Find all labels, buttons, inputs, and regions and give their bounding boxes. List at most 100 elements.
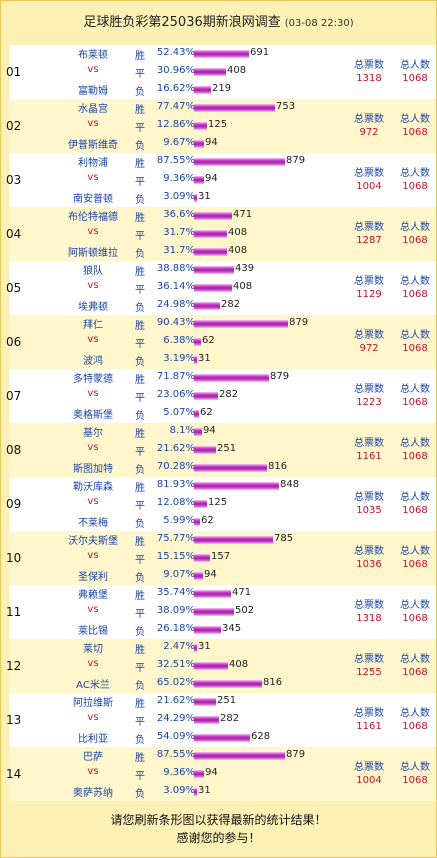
result-count: 408 — [228, 245, 248, 256]
away-team[interactable]: 圣保利 — [78, 572, 108, 583]
result-label: 胜 — [135, 105, 145, 116]
home-team[interactable]: 拜仁 — [83, 320, 103, 331]
home-team[interactable]: 勒沃库森 — [73, 482, 113, 493]
total-votes-label: 总票数 — [354, 276, 384, 287]
result-bar — [194, 464, 267, 472]
result-bar — [194, 428, 202, 436]
result-label: 平 — [135, 501, 145, 512]
match-row: 13 阿拉维斯 vs 比利亚 胜 21.62% 251 平 24.29% 282 负 54.09% 62… — [6, 693, 436, 747]
result-count: 62 — [201, 515, 214, 526]
home-team[interactable]: 利物浦 — [78, 158, 108, 169]
result-percent: 75.77% — [156, 533, 195, 544]
home-team[interactable]: 阿拉维斯 — [73, 698, 113, 709]
away-team[interactable]: 斯图加特 — [73, 464, 113, 475]
result-label: 胜 — [135, 375, 145, 386]
result-percent: 52.43% — [156, 47, 195, 58]
match-row: 01 布莱顿 vs 富勒姆 胜 52.43% 691 平 30.96% 408 负 16.62% 219… — [6, 45, 436, 99]
total-votes-stat: 总票数 972 — [349, 329, 389, 355]
vs-label: vs — [87, 496, 99, 507]
total-votes-value: 1255 — [356, 667, 382, 678]
result-label: 胜 — [135, 321, 145, 332]
result-bar — [194, 374, 269, 382]
home-team[interactable]: 布莱顿 — [78, 50, 108, 61]
total-people-stat: 总人数 1068 — [395, 599, 435, 625]
result-percent: 3.09% — [163, 191, 195, 202]
result-bar — [194, 158, 285, 166]
result-label: 胜 — [135, 537, 145, 548]
result-bar — [194, 446, 216, 454]
away-team[interactable]: AC米兰 — [76, 680, 110, 691]
match-row: 03 利物浦 vs 南安普顿 胜 87.55% 879 平 9.36% 94 负 3.09% 31 总… — [6, 153, 436, 207]
total-people-label: 总人数 — [400, 168, 430, 179]
result-label: 负 — [135, 789, 145, 800]
result-label: 胜 — [135, 51, 145, 62]
away-team[interactable]: 莱比锡 — [78, 626, 108, 637]
away-team[interactable]: 富勒姆 — [78, 86, 108, 97]
home-team[interactable]: 巴萨 — [83, 752, 103, 763]
home-team[interactable]: 弗赖堡 — [78, 590, 108, 601]
total-people-label: 总人数 — [400, 600, 430, 611]
away-team[interactable]: 奥萨苏纳 — [73, 788, 113, 799]
match-number: 14 — [6, 767, 22, 781]
total-people-stat: 总人数 1068 — [395, 167, 435, 193]
home-team[interactable]: 多特蒙德 — [73, 374, 113, 385]
result-count: 94 — [205, 767, 218, 778]
result-percent: 36.14% — [156, 281, 195, 292]
match-row: 14 巴萨 vs 奥萨苏纳 胜 87.55% 879 平 9.36% 94 负 3.09% 31 总票… — [6, 747, 436, 801]
result-count: 879 — [286, 155, 306, 166]
total-votes-stat: 总票数 1287 — [349, 221, 389, 247]
result-label: 负 — [135, 519, 145, 530]
total-votes-label: 总票数 — [354, 384, 384, 395]
result-bar — [194, 284, 232, 292]
away-team[interactable]: 不莱梅 — [78, 518, 108, 529]
result-count: 502 — [235, 605, 255, 616]
away-team[interactable]: 埃弗顿 — [78, 302, 108, 313]
home-team[interactable]: 沃尔夫斯堡 — [68, 536, 118, 547]
result-percent: 12.86% — [156, 119, 195, 130]
total-people-label: 总人数 — [400, 60, 430, 71]
result-percent: 87.55% — [156, 749, 195, 760]
match-row: 09 勒沃库森 vs 不莱梅 胜 81.93% 848 平 12.08% 125 负 5.99% 62… — [6, 477, 436, 531]
total-people-stat: 总人数 1068 — [395, 491, 435, 517]
result-count: 471 — [233, 209, 253, 220]
away-team[interactable]: 波鸿 — [83, 356, 103, 367]
result-percent: 71.87% — [156, 371, 195, 382]
away-team[interactable]: 南安普顿 — [73, 194, 113, 205]
match-number: 10 — [6, 551, 22, 565]
result-bar — [194, 734, 250, 742]
away-team[interactable]: 阿斯顿维拉 — [68, 248, 118, 259]
away-team[interactable]: 比利亚 — [78, 734, 108, 745]
result-percent: 36.6% — [163, 209, 195, 220]
result-label: 负 — [135, 141, 145, 152]
result-bar — [194, 698, 216, 706]
result-percent: 31.7% — [163, 227, 195, 238]
result-count: 628 — [251, 731, 271, 742]
result-percent: 5.99% — [163, 515, 195, 526]
result-percent: 9.36% — [163, 173, 195, 184]
match-number: 09 — [6, 497, 22, 511]
result-bar — [194, 608, 234, 616]
match-number: 05 — [6, 281, 22, 295]
result-percent: 31.7% — [163, 245, 195, 256]
result-label: 负 — [135, 681, 145, 692]
home-team[interactable]: 布伦特福德 — [68, 212, 118, 223]
result-bar — [194, 500, 207, 508]
result-bar — [194, 140, 204, 148]
result-bar — [194, 644, 197, 652]
home-team[interactable]: 水晶宫 — [78, 104, 108, 115]
away-team[interactable]: 奥格斯堡 — [73, 410, 113, 421]
result-percent: 9.07% — [163, 569, 195, 580]
total-people-value: 1068 — [402, 505, 428, 516]
home-team[interactable]: 莱切 — [83, 644, 103, 655]
away-team[interactable]: 伊普斯维奇 — [68, 140, 118, 151]
match-list: 01 布莱顿 vs 富勒姆胜 52.43% 691 平 30.96% 408 负 16.62% 219… — [6, 45, 436, 801]
home-team[interactable]: 基尔 — [83, 428, 103, 439]
total-votes-label: 总票数 — [354, 438, 384, 449]
result-label: 胜 — [135, 159, 145, 170]
total-people-stat: 总人数 1068 — [395, 221, 435, 247]
total-people-stat: 总人数 1068 — [395, 113, 435, 139]
result-count: 816 — [263, 677, 283, 688]
home-team[interactable]: 狼队 — [83, 266, 103, 277]
result-label: 平 — [135, 231, 145, 242]
